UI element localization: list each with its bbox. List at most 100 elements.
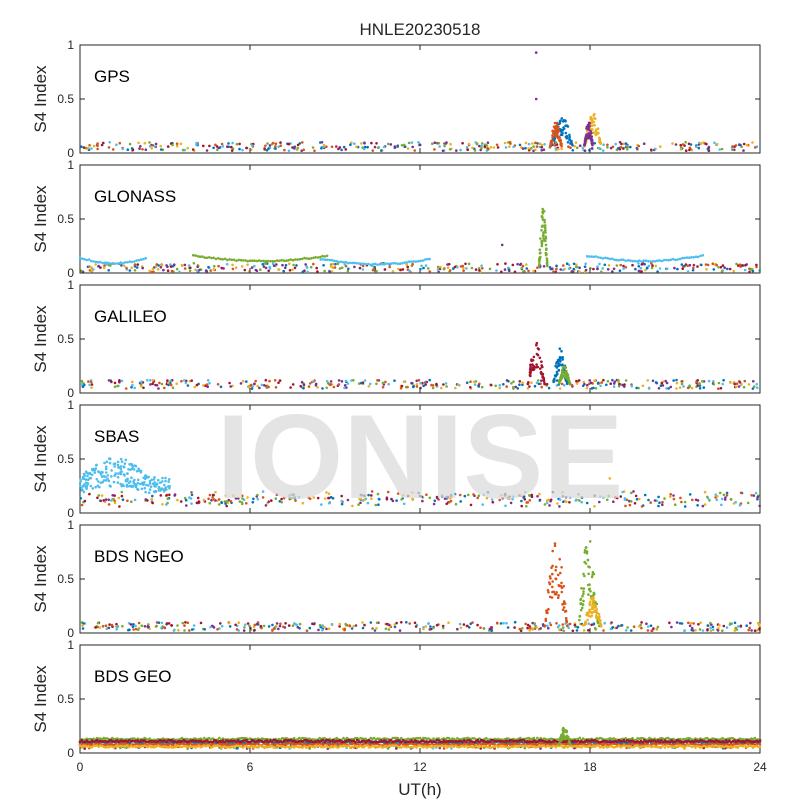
data-point: [358, 262, 361, 265]
data-point: [694, 629, 697, 632]
data-point: [531, 142, 534, 145]
data-point: [482, 627, 486, 630]
data-point: [687, 256, 691, 260]
data-point: [680, 263, 684, 266]
data-point: [536, 379, 540, 382]
data-point: [596, 127, 600, 130]
data-point: [272, 264, 276, 268]
data-point: [606, 498, 609, 502]
data-point: [162, 490, 166, 493]
data-point: [526, 382, 530, 386]
data-point: [756, 497, 759, 501]
data-point: [221, 145, 225, 148]
data-point: [130, 386, 133, 389]
data-point: [159, 494, 163, 497]
data-point: [676, 267, 679, 271]
data-point: [594, 387, 598, 390]
data-point: [203, 628, 206, 631]
data-point: [131, 380, 134, 384]
data-point: [508, 497, 511, 501]
y-tick-label: 0: [67, 386, 74, 400]
data-point: [209, 269, 212, 272]
data-point: [532, 365, 536, 369]
data-point: [234, 266, 238, 270]
data-point: [329, 380, 333, 383]
data-point: [160, 382, 164, 386]
data-point: [735, 385, 738, 389]
data-point: [250, 148, 253, 151]
y-axis-label: S4 Index: [31, 305, 50, 373]
data-point: [259, 624, 263, 628]
data-point: [535, 341, 539, 345]
data-point: [309, 265, 313, 269]
data-point: [558, 347, 562, 351]
data-point: [202, 384, 205, 387]
data-point: [212, 626, 216, 629]
data-point: [292, 493, 295, 496]
data-point: [525, 267, 529, 270]
data-point: [291, 268, 294, 272]
data-point: [574, 265, 578, 269]
data-point: [133, 263, 137, 266]
data-point: [325, 627, 328, 631]
data-point: [298, 142, 302, 145]
data-point: [279, 144, 283, 147]
data-point: [136, 488, 140, 492]
data-point: [610, 621, 613, 624]
data-point: [156, 479, 160, 482]
y-tick-label: 0: [67, 626, 74, 640]
data-point: [427, 267, 430, 270]
data-point: [386, 747, 390, 750]
data-point: [612, 267, 616, 271]
data-point: [559, 571, 562, 575]
data-point: [370, 494, 373, 497]
data-point: [717, 266, 720, 269]
data-point: [545, 248, 548, 252]
data-point: [753, 146, 757, 149]
data-point: [621, 490, 624, 494]
data-point: [302, 148, 306, 152]
data-point: [522, 270, 525, 273]
data-point: [330, 622, 334, 626]
data-point: [617, 624, 620, 628]
data-point: [535, 381, 539, 385]
data-point: [352, 624, 356, 628]
data-point: [585, 612, 589, 615]
data-point: [708, 499, 711, 502]
data-point: [722, 624, 726, 628]
data-point: [330, 145, 334, 149]
data-point: [552, 380, 556, 383]
data-point: [712, 268, 716, 271]
data-point: [565, 262, 569, 266]
data-point: [626, 626, 629, 629]
data-point: [143, 625, 147, 628]
data-point: [541, 218, 545, 221]
data-point: [705, 268, 708, 271]
data-point: [530, 147, 533, 150]
data-point: [214, 490, 217, 494]
data-point: [86, 474, 89, 478]
data-point: [267, 625, 271, 628]
data-point: [186, 621, 190, 625]
data-point: [274, 142, 278, 145]
data-point: [127, 622, 131, 625]
data-point: [474, 744, 478, 747]
data-point: [272, 627, 276, 630]
data-point: [424, 625, 428, 628]
data-point: [551, 549, 554, 553]
data-point: [563, 373, 567, 377]
data-point: [483, 145, 487, 148]
data-point: [350, 627, 354, 630]
data-point: [393, 145, 397, 148]
data-point: [102, 141, 105, 145]
data-point: [175, 144, 179, 148]
data-point: [184, 379, 188, 383]
data-point: [647, 498, 650, 502]
data-point: [164, 486, 168, 489]
data-point: [592, 622, 596, 625]
data-point: [401, 494, 405, 497]
data-point: [521, 381, 524, 385]
data-point: [561, 366, 565, 369]
data-point: [180, 379, 183, 383]
data-point: [499, 622, 503, 625]
